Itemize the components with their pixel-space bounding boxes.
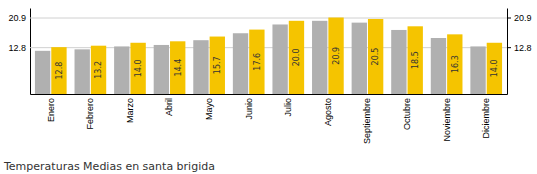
bars	[35, 18, 502, 94]
tick-label: Mayo	[204, 98, 214, 120]
tick-label: Marzo	[125, 98, 135, 123]
bar	[193, 40, 208, 94]
axis-line	[30, 9, 31, 95]
bar	[447, 34, 462, 94]
tick: 20.9	[507, 13, 532, 23]
data-label: 18.5	[411, 51, 420, 69]
data-labels: 12.8 13.2 14.0 14.4 15.7 17.6 20.0 20.9 20.5 18.5…	[55, 47, 499, 80]
bar	[91, 46, 106, 94]
tick-label: Abril	[164, 98, 174, 116]
data-label: 17.6	[253, 53, 262, 71]
data-label: 15.7	[213, 56, 222, 74]
tick: Marzo	[125, 98, 135, 123]
bar	[328, 18, 343, 94]
tick: Abril	[164, 98, 174, 116]
tick-mark	[507, 18, 511, 19]
data-label: 13.2	[94, 61, 103, 79]
tick-label: Julio	[283, 98, 293, 117]
y-axis: 12.8 20.9	[8, 9, 507, 95]
bar	[312, 21, 327, 94]
bar	[272, 24, 287, 94]
data-label: 14.0	[490, 59, 499, 77]
tick-label: Junio	[244, 98, 254, 120]
bar	[154, 45, 169, 94]
tick-label: Agosto	[323, 98, 333, 126]
data-label: 14.4	[174, 59, 183, 77]
axis-line	[31, 94, 508, 95]
bar-series	[51, 18, 502, 94]
data-label: 20.5	[371, 48, 380, 66]
tick: 12.8	[507, 43, 532, 53]
bar	[130, 43, 145, 94]
tick-label: Enero	[46, 98, 56, 122]
tick: Enero	[46, 98, 56, 122]
tick-label: 20.9	[514, 13, 532, 23]
x-axis: Enero Febrero Marzo Abril Mayo Junio Julio Agos…	[31, 95, 508, 145]
tick-mark	[507, 47, 511, 48]
data-label: 20.0	[292, 48, 301, 66]
bar	[391, 30, 406, 94]
tick: 20.9	[8, 13, 507, 23]
grid-line	[30, 18, 507, 19]
bar	[233, 33, 248, 94]
tick-label: 12.8	[514, 43, 532, 53]
tick: Junio	[244, 98, 254, 120]
tick-label: Noviembre	[442, 98, 452, 142]
axis-line	[507, 9, 508, 95]
bar	[470, 46, 485, 94]
data-label: 16.3	[451, 55, 460, 73]
chart: 12.8 20.9 12.8 20.9 Enero Febrero Marzo Abril Ma…	[0, 0, 537, 174]
bar	[487, 43, 502, 94]
data-label: 12.8	[55, 62, 64, 80]
bar	[170, 41, 185, 94]
tick: Noviembre	[442, 98, 452, 142]
bar	[352, 23, 367, 94]
tick-label: Diciembre	[481, 98, 491, 139]
bar	[210, 37, 225, 94]
bar	[114, 46, 129, 94]
bar	[408, 26, 423, 94]
bar	[75, 49, 90, 94]
tick-label: 20.9	[8, 13, 26, 23]
bar	[249, 30, 264, 94]
tick-label: Octubre	[402, 98, 412, 130]
data-label: 14.0	[134, 59, 143, 77]
data-label: 20.9	[332, 47, 341, 65]
tick-label: Febrero	[85, 98, 95, 130]
bar	[431, 38, 446, 94]
bar	[368, 19, 383, 94]
bar-series	[35, 21, 486, 94]
tick: Agosto	[323, 98, 333, 126]
bar	[35, 51, 50, 94]
tick: Mayo	[204, 98, 214, 120]
bar	[289, 21, 304, 94]
tick: Diciembre	[481, 98, 491, 139]
y2-axis: 12.8 20.9	[507, 9, 532, 95]
tick-label: Septiembre	[362, 98, 372, 144]
tick: Febrero	[85, 98, 95, 130]
title: Temperaturas Medias en santa brigida	[3, 160, 215, 173]
bar	[51, 47, 66, 94]
tick: Julio	[283, 98, 293, 117]
tick-label: 12.8	[8, 43, 26, 53]
tick: Octubre	[402, 98, 412, 130]
tick: Septiembre	[362, 98, 372, 144]
